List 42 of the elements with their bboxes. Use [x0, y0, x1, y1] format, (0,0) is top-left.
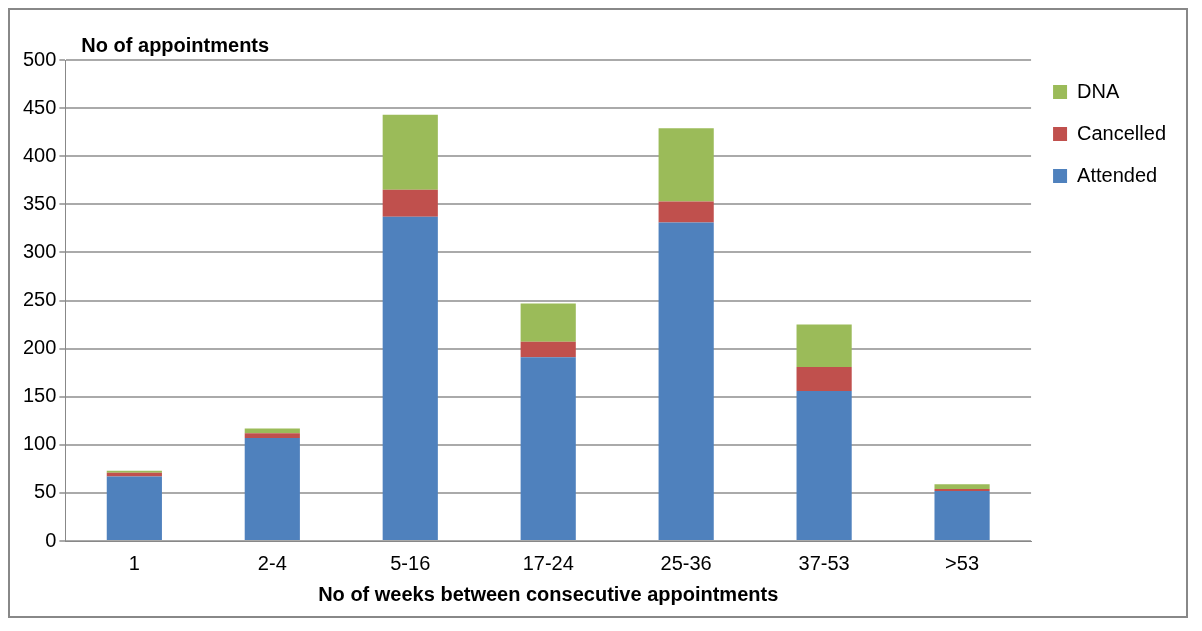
bar — [106, 476, 162, 540]
y-tick-label: 350 — [22, 191, 57, 214]
bar — [934, 490, 990, 540]
bar — [934, 484, 990, 490]
bar — [382, 114, 438, 190]
x-tick-label: 5-16 — [390, 551, 431, 574]
bar — [796, 324, 852, 367]
y-tick-label: 200 — [22, 336, 57, 359]
bar — [382, 189, 438, 217]
y-tick-label: 250 — [22, 288, 57, 311]
bar — [244, 433, 300, 439]
bar — [796, 390, 852, 540]
bar — [796, 366, 852, 391]
x-tick-label: 25-36 — [660, 551, 712, 574]
legend-label: Attended — [1077, 163, 1158, 186]
y-tick-label: 100 — [22, 432, 57, 455]
bar — [520, 341, 576, 358]
y-tick-label: 500 — [22, 47, 57, 70]
bar — [106, 472, 162, 477]
bar — [658, 128, 714, 202]
x-tick-label: >53 — [945, 551, 980, 574]
y-tick-label: 150 — [22, 384, 57, 407]
bar — [658, 201, 714, 223]
y-axis-title: No of appointments — [81, 33, 270, 56]
x-tick-label: 1 — [128, 551, 140, 574]
y-tick-label: 400 — [22, 143, 57, 166]
x-tick-label: 17-24 — [522, 551, 574, 574]
x-tick-label: 2-4 — [257, 551, 287, 574]
x-tick-label: 37-53 — [798, 551, 850, 574]
x-axis-title: No of weeks between consecutive appointments — [318, 582, 779, 605]
bar — [244, 438, 300, 540]
y-tick-label: 50 — [34, 480, 57, 503]
legend-label: DNA — [1077, 79, 1120, 102]
y-tick-label: 450 — [22, 95, 57, 118]
y-tick-label: 300 — [22, 239, 57, 262]
bar — [244, 428, 300, 434]
bar — [520, 303, 576, 342]
legend-label: Cancelled — [1077, 121, 1167, 144]
bar — [382, 216, 438, 540]
bar — [658, 222, 714, 540]
bar — [520, 357, 576, 540]
y-tick-label: 0 — [45, 528, 57, 551]
